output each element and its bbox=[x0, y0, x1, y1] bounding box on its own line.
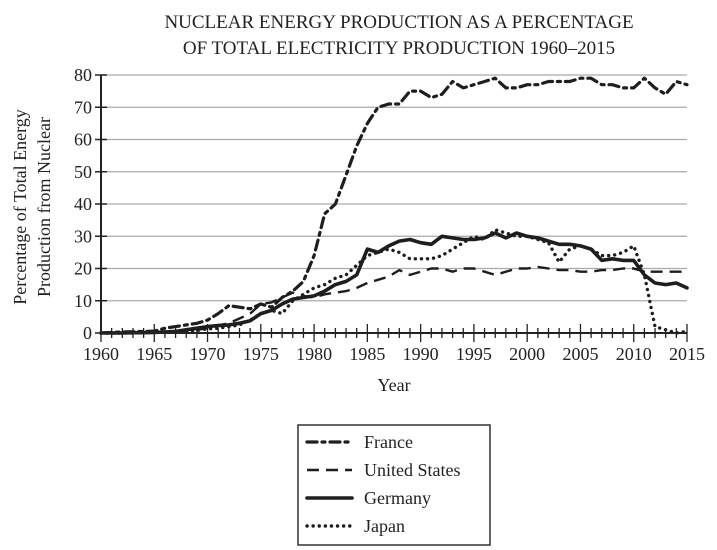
series-lines bbox=[99, 76, 689, 335]
y-axis-title-line-2: Production from Nuclear bbox=[34, 117, 54, 297]
title-line-2: OF TOTAL ELECTRICITY PRODUCTION 1960–201… bbox=[183, 38, 615, 59]
y-tick-label: 50 bbox=[74, 162, 92, 182]
x-tick-label: 1960 bbox=[83, 344, 119, 364]
ticks bbox=[95, 74, 688, 342]
legend-label: United States bbox=[364, 460, 461, 480]
x-tick-label: 2005 bbox=[562, 344, 598, 364]
series-france bbox=[99, 76, 689, 335]
x-tick-label: 1990 bbox=[403, 344, 439, 364]
series-germany bbox=[99, 231, 689, 335]
legend: France United States Germany Japan bbox=[297, 424, 491, 546]
x-tick-label: 1980 bbox=[296, 344, 332, 364]
x-tick-label: 2000 bbox=[509, 344, 545, 364]
title-line-1: NUCLEAR ENERGY PRODUCTION AS A PERCENTAG… bbox=[164, 12, 633, 33]
x-axis-title: Year bbox=[377, 375, 410, 395]
series-japan bbox=[99, 228, 689, 335]
y-tick-label: 80 bbox=[74, 65, 92, 85]
x-tick-label: 2010 bbox=[616, 344, 652, 364]
y-tick-label: 30 bbox=[74, 226, 92, 246]
x-tick-label: 1970 bbox=[190, 344, 226, 364]
tick-labels: 0 10 20 30 40 50 60 70 80 1960 1965 1970 1975 1980 198… bbox=[74, 65, 705, 364]
legend-box bbox=[297, 424, 491, 546]
x-tick-label: 1975 bbox=[243, 344, 279, 364]
x-tick-label: 2015 bbox=[669, 344, 705, 364]
x-tick-label: 1985 bbox=[349, 344, 385, 364]
y-tick-label: 10 bbox=[74, 291, 92, 311]
y-axis-title: Percentage of Total Energy Production fr… bbox=[10, 109, 54, 305]
chart-title: NUCLEAR ENERGY PRODUCTION AS A PERCENTAG… bbox=[164, 12, 633, 59]
y-tick-label: 70 bbox=[74, 97, 92, 117]
y-tick-label: 0 bbox=[83, 323, 92, 343]
y-axis-title-line-1: Percentage of Total Energy bbox=[10, 109, 30, 305]
legend-label: Japan bbox=[364, 516, 405, 536]
legend-label: France bbox=[364, 432, 413, 452]
legend-label: Germany bbox=[364, 488, 431, 508]
x-tick-label: 1965 bbox=[136, 344, 172, 364]
y-tick-label: 60 bbox=[74, 130, 92, 150]
y-tick-label: 40 bbox=[74, 194, 92, 214]
y-tick-label: 20 bbox=[74, 259, 92, 279]
gridlines bbox=[101, 74, 687, 302]
x-tick-label: 1995 bbox=[456, 344, 492, 364]
series-united-states bbox=[101, 265, 687, 335]
